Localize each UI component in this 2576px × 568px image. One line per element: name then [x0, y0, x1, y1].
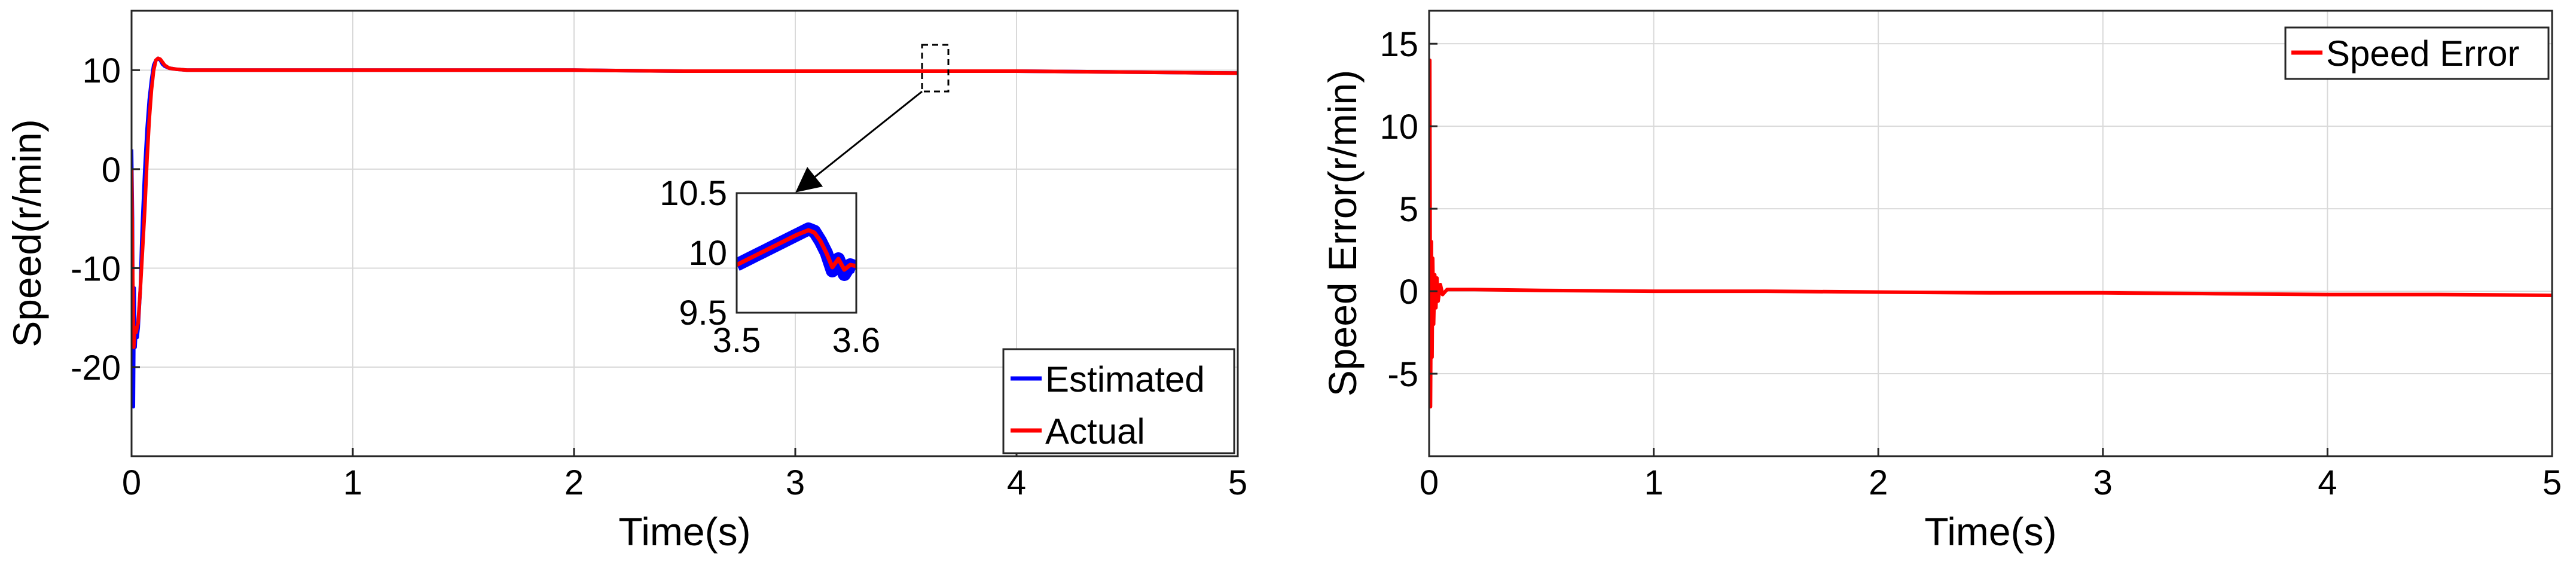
legend-label-estimated: Estimated: [1045, 359, 1205, 399]
y-tick-label: 15: [1379, 25, 1418, 64]
zoom-inset: 3.5 3.6 9.5 10 10.5: [660, 174, 880, 360]
x-tick-label: 4: [1007, 463, 1026, 502]
inset-y-tick-label: 10.5: [660, 174, 727, 213]
x-tick-label: 1: [1644, 463, 1663, 502]
x-tick-label: 0: [1420, 463, 1439, 502]
inset-x-tick-label: 3.5: [713, 321, 761, 360]
speed-error-chart-xlabel: Time(s): [1924, 509, 2056, 554]
speed-chart-frame: [130, 10, 1239, 457]
zoom-inset-ticks: 3.5 3.6 9.5 10 10.5: [660, 174, 880, 360]
zoom-region-box: [921, 44, 950, 93]
legend-box: [1002, 348, 1235, 454]
speed-chart: 0 1 2 3 4 5 -20 -10 0 10 Time(s) Speed(r/min) 3.5…: [5, 10, 1247, 554]
inset-y-tick-label: 10: [688, 234, 727, 273]
x-tick-label: 2: [1869, 463, 1888, 502]
y-tick-label: 0: [102, 151, 121, 190]
y-tick-label: -5: [1387, 355, 1418, 394]
inset-line-actual: [737, 228, 856, 272]
x-tick-label: 4: [2318, 463, 2337, 502]
y-tick-label: -10: [71, 249, 121, 288]
legend-label-speed-error: Speed Error: [2326, 33, 2520, 74]
legend-label-actual: Actual: [1045, 411, 1145, 451]
legend-box: [2284, 26, 2550, 80]
y-tick-label: -20: [71, 349, 121, 387]
zoom-inset-lines: [737, 222, 856, 281]
speed-chart-lines: [132, 56, 1238, 409]
zoom-inset-frame: [735, 192, 857, 314]
speed-error-chart: 0 1 2 3 4 5 -5 0 5 10 15 Time(s) Speed Error(r/min…: [1320, 10, 2562, 554]
x-tick-label: 5: [2543, 463, 2562, 502]
speed-chart-ylabel: Speed(r/min): [5, 119, 49, 347]
x-tick-label: 3: [2093, 463, 2113, 502]
series-line-actual: [132, 56, 1238, 349]
speed-chart-xlabel: Time(s): [618, 509, 750, 554]
x-tick-label: 2: [564, 463, 584, 502]
zoom-arrow: [795, 90, 923, 193]
y-tick-label: 10: [1379, 108, 1418, 146]
speed-error-chart-ylabel: Speed Error(r/min): [1320, 70, 1365, 396]
y-tick-label: 5: [1399, 190, 1418, 229]
speed-chart-ticks: 0 1 2 3 4 5 -20 -10 0 10: [71, 51, 1247, 502]
series-line-speed-error: [1429, 58, 2552, 409]
speed-error-chart-frame: [1428, 10, 2553, 457]
speed-error-chart-legend: Speed Error: [2284, 26, 2550, 80]
y-tick-label: 10: [82, 51, 121, 90]
speed-error-chart-lines: [1429, 58, 2552, 409]
x-tick-label: 5: [1228, 463, 1247, 502]
x-tick-label: 3: [786, 463, 805, 502]
x-tick-label: 0: [122, 463, 141, 502]
inset-x-tick-label: 3.6: [832, 321, 881, 360]
x-tick-label: 1: [343, 463, 362, 502]
speed-error-chart-ticks: 0 1 2 3 4 5 -5 0 5 10 15: [1379, 25, 2562, 502]
y-tick-label: 0: [1399, 273, 1418, 312]
inset-y-tick-label: 9.5: [679, 294, 727, 332]
speed-chart-legend: Estimated Actual: [1002, 348, 1235, 454]
